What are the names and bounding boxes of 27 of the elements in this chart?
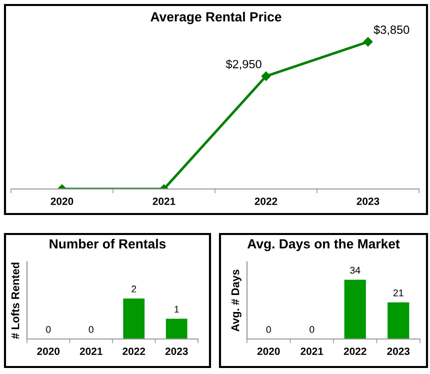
data-label: $2,950	[226, 59, 262, 70]
x-tick-label: 2022	[122, 348, 146, 355]
data-label: 2	[132, 286, 136, 292]
x-tick-label: 2020	[257, 348, 280, 355]
data-label: 0	[266, 326, 271, 333]
x-tick-label: 2023	[387, 348, 410, 355]
data-label: 1	[174, 306, 179, 313]
data-label: 0	[88, 326, 94, 333]
data-label: 0	[310, 326, 314, 333]
data-label: 34	[350, 266, 360, 274]
x-tick-label: 2023	[165, 348, 188, 355]
chart-title: Avg. Days on the Market	[247, 238, 400, 252]
y-axis-title: # Lofts Rented	[11, 262, 20, 339]
data-label: 21	[393, 289, 404, 296]
chart-title: Average Rental Price	[150, 12, 282, 24]
data-label: 0	[46, 326, 51, 333]
data-label: $3,850	[374, 25, 410, 36]
x-tick-label: 2021	[300, 348, 324, 355]
x-tick-label: 2021	[80, 348, 102, 355]
x-tick-label: 2020	[50, 198, 74, 205]
chart-title: Number of Rentals	[50, 238, 166, 249]
x-tick-label: 2023	[356, 198, 380, 205]
x-tick-label: 2021	[152, 198, 176, 205]
x-tick-label: 2022	[344, 348, 366, 355]
x-tick-label: 2022	[254, 198, 278, 205]
x-tick-label: 2020	[37, 348, 60, 355]
y-axis-title: Avg. # Days	[231, 270, 242, 332]
